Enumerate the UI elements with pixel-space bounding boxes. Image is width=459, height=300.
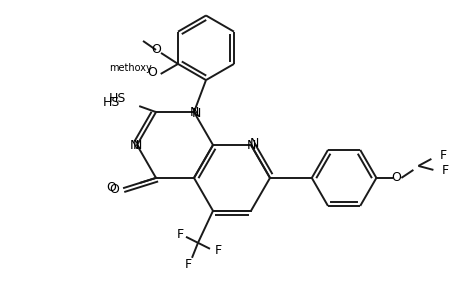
Text: N: N [129,139,138,152]
Text: F: F [214,244,221,257]
Text: N: N [189,106,198,118]
Text: N: N [132,139,141,152]
Text: methoxy: methoxy [109,63,152,73]
Text: N: N [191,106,200,120]
Text: N: N [249,136,258,149]
Text: O: O [106,182,116,194]
Text: F: F [441,164,448,177]
Text: N: N [246,139,255,152]
Text: HS: HS [108,92,126,105]
Text: HS: HS [102,96,120,109]
Text: O: O [391,171,400,184]
Text: O: O [146,66,157,80]
Text: F: F [438,149,446,162]
Text: F: F [184,258,191,271]
Text: O: O [109,183,119,196]
Text: F: F [176,228,183,241]
Text: O: O [151,44,161,56]
